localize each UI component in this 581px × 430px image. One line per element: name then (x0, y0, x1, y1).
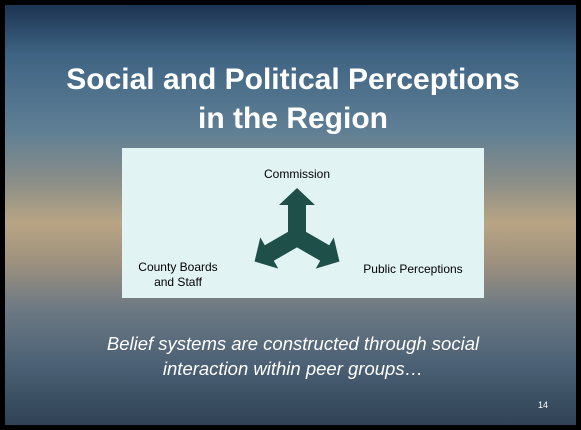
arrows (254, 188, 340, 269)
caption-line: interaction within peer groups… (163, 358, 423, 379)
node-label: County Boards (138, 260, 217, 274)
caption-line: Belief systems are constructed through s… (107, 333, 480, 354)
arrow (289, 227, 340, 269)
title-line: Social and Political Perceptions (66, 63, 519, 96)
title-line: in the Region (198, 102, 388, 135)
arrow (279, 188, 315, 240)
arrow (254, 227, 305, 269)
page-number: 14 (538, 400, 548, 410)
node-label: Public Perceptions (363, 262, 462, 276)
node-label: and Staff (154, 275, 202, 289)
node-label: Commission (264, 167, 330, 181)
title: Social and Political Perceptions in the … (66, 63, 519, 135)
